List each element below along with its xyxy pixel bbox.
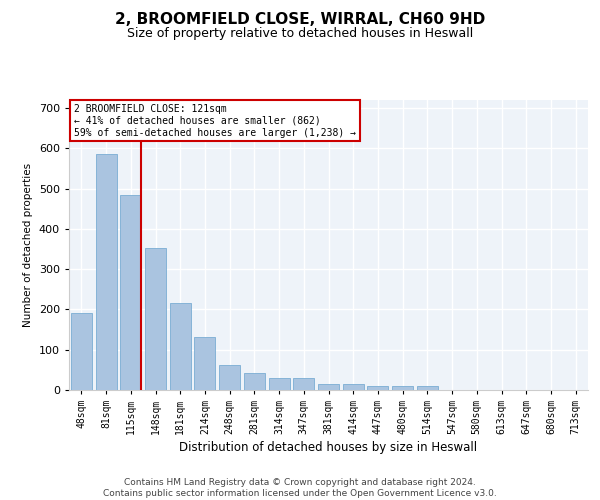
Bar — [244, 374, 265, 390]
X-axis label: Distribution of detached houses by size in Heswall: Distribution of detached houses by size … — [179, 441, 478, 454]
Bar — [120, 194, 141, 390]
Bar — [293, 378, 314, 390]
Bar — [145, 248, 166, 390]
Bar — [269, 378, 290, 390]
Bar — [392, 386, 413, 390]
Bar — [367, 386, 388, 390]
Bar — [194, 337, 215, 390]
Text: 2 BROOMFIELD CLOSE: 121sqm
← 41% of detached houses are smaller (862)
59% of sem: 2 BROOMFIELD CLOSE: 121sqm ← 41% of deta… — [74, 104, 356, 138]
Bar — [170, 304, 191, 390]
Bar — [318, 384, 339, 390]
Text: Size of property relative to detached houses in Heswall: Size of property relative to detached ho… — [127, 28, 473, 40]
Bar — [95, 154, 116, 390]
Bar — [417, 386, 438, 390]
Y-axis label: Number of detached properties: Number of detached properties — [23, 163, 33, 327]
Text: Contains HM Land Registry data © Crown copyright and database right 2024.
Contai: Contains HM Land Registry data © Crown c… — [103, 478, 497, 498]
Bar — [71, 314, 92, 390]
Bar — [343, 384, 364, 390]
Text: 2, BROOMFIELD CLOSE, WIRRAL, CH60 9HD: 2, BROOMFIELD CLOSE, WIRRAL, CH60 9HD — [115, 12, 485, 28]
Bar — [219, 365, 240, 390]
